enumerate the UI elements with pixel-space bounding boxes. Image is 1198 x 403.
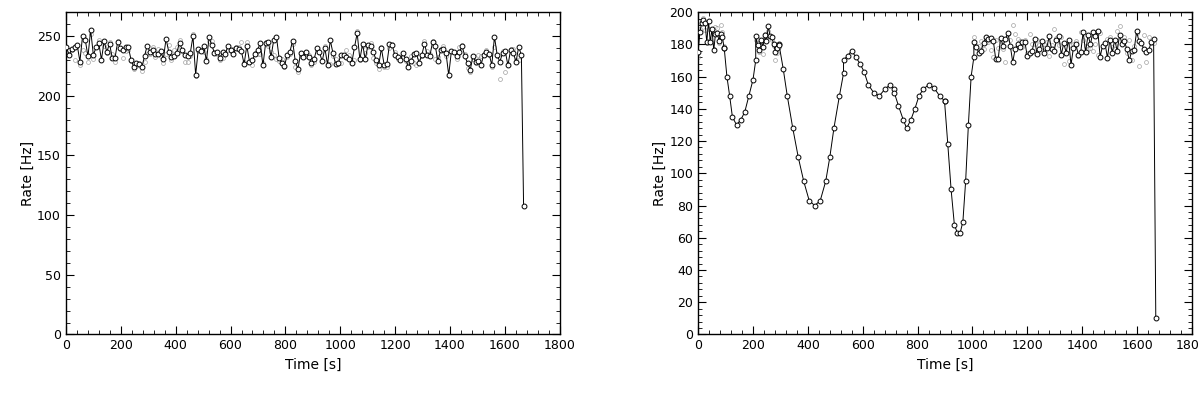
Y-axis label: Rate [Hz]: Rate [Hz] [20, 141, 35, 206]
Y-axis label: Rate [Hz]: Rate [Hz] [653, 141, 666, 206]
X-axis label: Time [s]: Time [s] [285, 358, 341, 372]
X-axis label: Time [s]: Time [s] [916, 358, 973, 372]
